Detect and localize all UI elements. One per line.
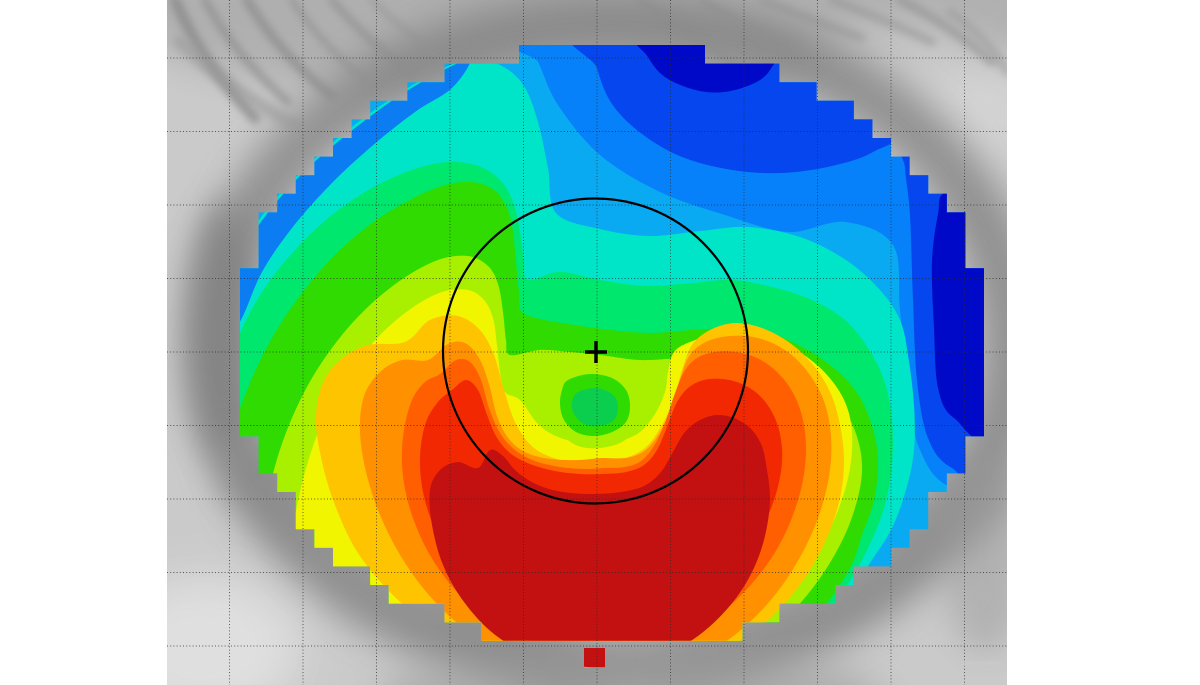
analysis-zone-circle <box>441 197 750 505</box>
center-crosshair <box>585 341 607 363</box>
contour-region-island-core <box>571 387 619 427</box>
measurement-overlay <box>441 197 1001 666</box>
contour-region-blue-left-rim <box>240 59 471 331</box>
contour-region-dark-red <box>429 414 771 668</box>
watermark-mark <box>963 661 1001 666</box>
grid-overlay <box>167 0 1007 685</box>
